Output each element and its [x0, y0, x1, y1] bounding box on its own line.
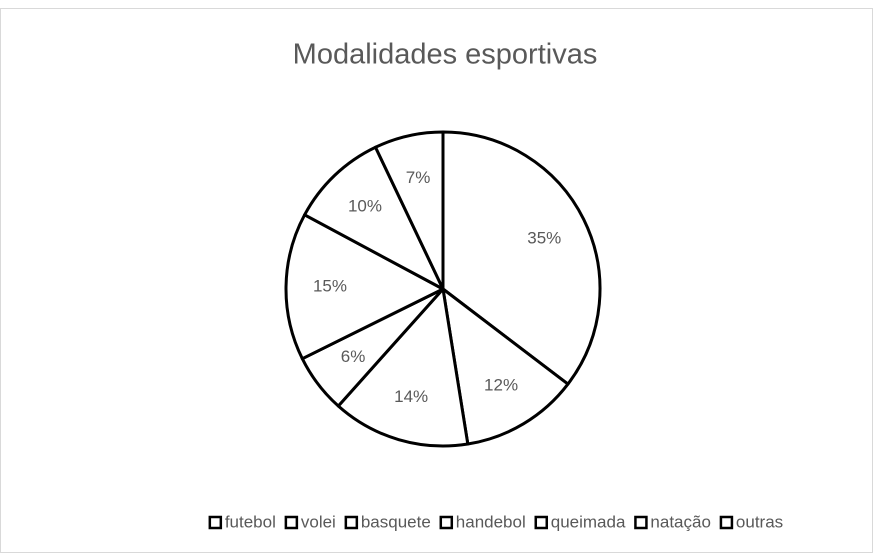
data-label: 10%: [348, 197, 382, 216]
legend-label: basquete: [361, 512, 431, 531]
data-label: 15%: [313, 277, 347, 296]
chart-title: Modalidades esportivas: [293, 39, 598, 71]
data-label: 35%: [527, 228, 561, 247]
pie-slice: [284, 213, 445, 361]
data-label: 7%: [406, 168, 431, 187]
pie-slice: [336, 287, 470, 448]
legend-label: natação: [650, 512, 711, 531]
legend-label: volei: [301, 512, 336, 531]
data-label: 12%: [484, 375, 518, 394]
pie-slice: [441, 287, 570, 446]
legend-swatch: [284, 515, 299, 530]
legend-swatch: [719, 515, 734, 530]
data-label: 6%: [341, 347, 366, 366]
data-label: 14%: [394, 387, 428, 406]
pie-slice: [303, 145, 445, 291]
legend-label: handebol: [456, 512, 526, 531]
legend-label: futebol: [225, 512, 276, 531]
legend-swatch: [439, 515, 454, 530]
legend-swatch: [634, 515, 648, 530]
legend-swatch: [208, 515, 223, 530]
pie-slice: [374, 130, 445, 291]
legend-label: outras: [736, 512, 783, 531]
legend-swatch: [344, 515, 359, 530]
legend-label: queimada: [551, 512, 626, 531]
legend-swatch: [534, 515, 549, 530]
pie-slice: [441, 130, 602, 386]
